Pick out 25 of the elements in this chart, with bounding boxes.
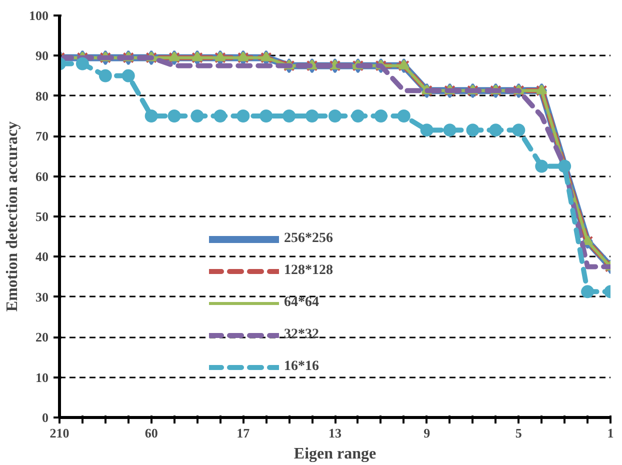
y-tick-label: 50: [36, 209, 48, 224]
y-tick-label: 30: [36, 289, 48, 304]
y-tick-label: 0: [42, 410, 48, 425]
y-tick-label: 80: [36, 88, 48, 104]
y-tick-label: 20: [36, 330, 48, 345]
legend-label: 32*32: [284, 327, 319, 343]
x-tick-label: 5: [515, 426, 522, 440]
x-axis-title: Eigen range: [294, 446, 376, 462]
y-tick-label: 60: [36, 168, 48, 184]
y-axis-title: Emotion detection accuracy: [4, 121, 21, 312]
y-tick-label: 100: [29, 8, 48, 23]
x-tick-label: 13: [328, 426, 342, 440]
y-tick-label: 90: [36, 48, 48, 64]
legend-label: 64*64: [284, 295, 319, 311]
legend-label: 128*128: [284, 263, 333, 279]
y-tick-label: 40: [36, 249, 48, 264]
y-tick-label: 70: [36, 128, 48, 144]
x-tick-label: 9: [424, 426, 431, 440]
x-tick-label: 17: [236, 426, 250, 440]
y-tick-label: 10: [36, 370, 48, 385]
legend-label: 16*16: [284, 359, 319, 375]
x-tick-label: 1: [607, 426, 614, 440]
legend-label: 256*256: [284, 231, 333, 247]
x-tick-label: 60: [144, 426, 158, 440]
x-tick-label: 210: [50, 426, 70, 440]
